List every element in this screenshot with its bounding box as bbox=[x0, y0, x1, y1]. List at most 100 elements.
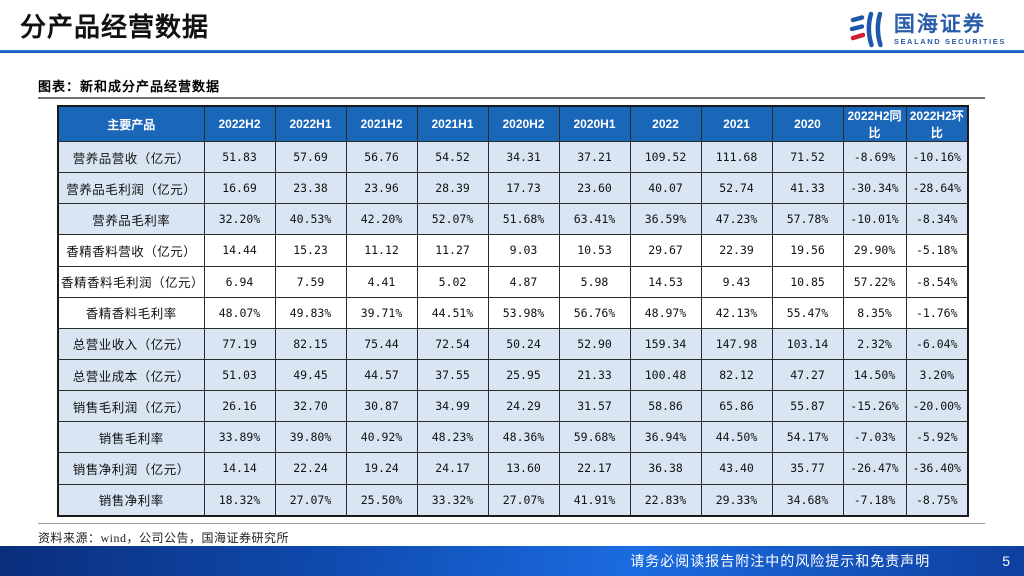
data-cell: 40.92% bbox=[345, 421, 418, 454]
data-cell: 23.96 bbox=[345, 172, 418, 205]
data-cell: 36.38 bbox=[629, 452, 702, 485]
header-cell: 2022H2 bbox=[203, 105, 276, 142]
data-cell: 22.83% bbox=[629, 483, 702, 517]
data-cell: 8.35% bbox=[842, 296, 907, 329]
table-row: 总营业收入（亿元） 77.19 82.15 75.44 72.54 50.24 52.90 1… bbox=[57, 327, 969, 360]
data-cell: -5.92% bbox=[905, 421, 969, 454]
data-cell: 21.33 bbox=[558, 358, 631, 392]
data-cell: 57.78% bbox=[771, 203, 844, 236]
data-cell: 16.69 bbox=[203, 172, 276, 205]
logo-name-en: SEALAND SECURITIES bbox=[893, 36, 1006, 46]
risk-disclaimer: 请务必阅读报告附注中的风险提示和免责声明 bbox=[630, 553, 931, 569]
data-cell: 63.41% bbox=[558, 203, 631, 236]
data-cell: 27.07% bbox=[274, 483, 347, 517]
data-cell: 65.86 bbox=[700, 390, 773, 423]
data-cell: 25.95 bbox=[487, 358, 560, 392]
data-cell: 52.07% bbox=[416, 203, 489, 236]
data-cell: 24.17 bbox=[416, 452, 489, 485]
row-label: 香精香料毛利率 bbox=[57, 296, 205, 329]
data-cell: 7.59 bbox=[274, 265, 347, 298]
data-cell: 32.70 bbox=[274, 390, 347, 423]
data-cell: -8.34% bbox=[905, 203, 969, 236]
row-label: 销售毛利率 bbox=[57, 421, 205, 454]
row-label: 总营业收入（亿元） bbox=[57, 327, 205, 360]
table-row: 销售毛利润（亿元） 26.16 32.70 30.87 34.99 24.29 31.57 5… bbox=[57, 390, 969, 423]
product-data-table: 主要产品 2022H2 2022H1 2021H2 2021H1 2020H2 2020H1… bbox=[57, 105, 969, 517]
data-cell: 77.19 bbox=[203, 327, 276, 360]
row-label: 香精香料营收（亿元） bbox=[57, 234, 205, 267]
header-cell: 2022H1 bbox=[274, 105, 347, 142]
data-cell: 14.50% bbox=[842, 358, 907, 392]
table-row: 香精香料毛利率 48.07% 49.83% 39.71% 44.51% 53.98% 56.… bbox=[57, 296, 969, 329]
data-cell: -10.16% bbox=[905, 140, 969, 174]
data-cell: 19.56 bbox=[771, 234, 844, 267]
row-label: 销售毛利润（亿元） bbox=[57, 390, 205, 423]
data-cell: 14.53 bbox=[629, 265, 702, 298]
row-label: 销售净利率 bbox=[57, 483, 205, 517]
data-cell: 51.68% bbox=[487, 203, 560, 236]
data-cell: 54.52 bbox=[416, 140, 489, 174]
data-cell: 82.12 bbox=[700, 358, 773, 392]
data-cell: 6.94 bbox=[203, 265, 276, 298]
data-cell: 9.43 bbox=[700, 265, 773, 298]
data-cell: 11.27 bbox=[416, 234, 489, 267]
data-cell: 14.14 bbox=[203, 452, 276, 485]
data-cell: 56.76% bbox=[558, 296, 631, 329]
data-cell: 103.14 bbox=[771, 327, 844, 360]
data-cell: 33.32% bbox=[416, 483, 489, 517]
data-cell: 22.17 bbox=[558, 452, 631, 485]
data-cell: 22.24 bbox=[274, 452, 347, 485]
data-cell: 55.87 bbox=[771, 390, 844, 423]
page-title: 分产品经营数据 bbox=[20, 12, 210, 42]
data-cell: 59.68% bbox=[558, 421, 631, 454]
data-cell: -5.18% bbox=[905, 234, 969, 267]
row-label: 销售净利润（亿元） bbox=[57, 452, 205, 485]
data-cell: 48.97% bbox=[629, 296, 702, 329]
data-cell: 25.50% bbox=[345, 483, 418, 517]
data-cell: -20.00% bbox=[905, 390, 969, 423]
data-cell: 44.50% bbox=[700, 421, 773, 454]
data-cell: 37.21 bbox=[558, 140, 631, 174]
data-cell: -30.34% bbox=[842, 172, 907, 205]
caption-rule bbox=[38, 97, 985, 99]
data-cell: 42.13% bbox=[700, 296, 773, 329]
header-cell: 2022H2同比 bbox=[842, 105, 907, 142]
data-cell: 3.20% bbox=[905, 358, 969, 392]
data-cell: 72.54 bbox=[416, 327, 489, 360]
table-container: 主要产品 2022H2 2022H1 2021H2 2021H1 2020H2 2020H1… bbox=[57, 105, 969, 517]
header-cell: 2020 bbox=[771, 105, 844, 142]
data-cell: 9.03 bbox=[487, 234, 560, 267]
data-cell: -10.01% bbox=[842, 203, 907, 236]
data-cell: -7.03% bbox=[842, 421, 907, 454]
header-cell: 2022H2环比 bbox=[905, 105, 969, 142]
data-cell: -26.47% bbox=[842, 452, 907, 485]
data-cell: 34.68% bbox=[771, 483, 844, 517]
data-cell: 4.41 bbox=[345, 265, 418, 298]
data-cell: 34.31 bbox=[487, 140, 560, 174]
table-row: 销售净利润（亿元） 14.14 22.24 19.24 24.17 13.60 22.17 3… bbox=[57, 452, 969, 485]
data-cell: 43.40 bbox=[700, 452, 773, 485]
header-cell: 2020H2 bbox=[487, 105, 560, 142]
data-cell: 55.47% bbox=[771, 296, 844, 329]
data-cell: 52.74 bbox=[700, 172, 773, 205]
table-row: 香精香料毛利润（亿元） 6.94 7.59 4.41 5.02 4.87 5.98 14.53… bbox=[57, 265, 969, 298]
data-cell: 14.44 bbox=[203, 234, 276, 267]
data-cell: 27.07% bbox=[487, 483, 560, 517]
table-header: 主要产品 2022H2 2022H1 2021H2 2021H1 2020H2 2020H1… bbox=[57, 105, 969, 142]
data-cell: 2.32% bbox=[842, 327, 907, 360]
data-cell: 51.83 bbox=[203, 140, 276, 174]
data-cell: 5.98 bbox=[558, 265, 631, 298]
data-cell: 28.39 bbox=[416, 172, 489, 205]
header-cell: 2021H1 bbox=[416, 105, 489, 142]
row-label: 营养品毛利率 bbox=[57, 203, 205, 236]
data-cell: 29.67 bbox=[629, 234, 702, 267]
data-cell: -8.75% bbox=[905, 483, 969, 517]
table-row: 总营业成本（亿元） 51.03 49.45 44.57 37.55 25.95 21.33 1… bbox=[57, 358, 969, 392]
data-cell: 50.24 bbox=[487, 327, 560, 360]
data-cell: 53.98% bbox=[487, 296, 560, 329]
row-label: 香精香料毛利润（亿元） bbox=[57, 265, 205, 298]
table-row: 销售净利率 18.32% 27.07% 25.50% 33.32% 27.07% 41.91… bbox=[57, 483, 969, 517]
data-cell: -28.64% bbox=[905, 172, 969, 205]
table-row: 销售毛利率 33.89% 39.80% 40.92% 48.23% 48.36% 59.68… bbox=[57, 421, 969, 454]
logo-name-cn: 国海证券 bbox=[893, 13, 986, 37]
